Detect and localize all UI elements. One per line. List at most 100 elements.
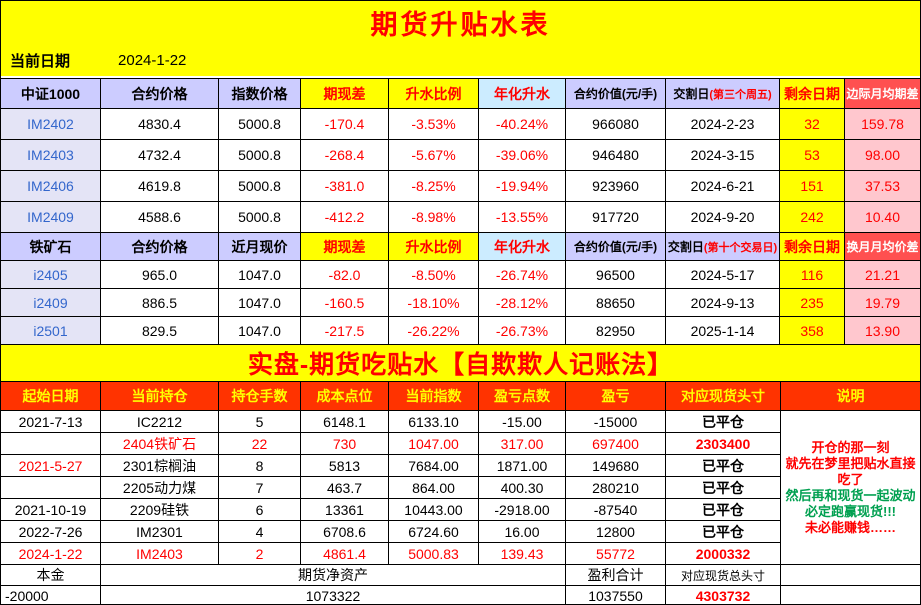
cell: 149680 <box>566 455 666 477</box>
column-header: 起始日期 <box>1 382 101 411</box>
status-cell: 2000332 <box>666 543 781 565</box>
cell: 2 <box>219 543 301 565</box>
cell: 946480 <box>566 140 666 171</box>
cell: 280210 <box>566 477 666 499</box>
cell: 6724.60 <box>389 521 479 543</box>
cell: -87540 <box>566 499 666 521</box>
cell: 886.5 <box>101 289 219 317</box>
cell: -26.74% <box>479 261 566 289</box>
cell: 13361 <box>301 499 389 521</box>
column-header-label: 交割日 <box>667 240 704 254</box>
column-header-note: (第三个周五) <box>709 88 772 101</box>
note-cell: 开仓的那一刻 就先在梦里把贴水直接 吃了 然后再和现货一起波动 必定跑赢现货!!… <box>781 411 921 565</box>
cell: 864.00 <box>389 477 479 499</box>
cell: 6148.1 <box>301 411 389 433</box>
cell: 21.21 <box>845 261 921 289</box>
cell: 159.78 <box>845 109 921 140</box>
net-assets-value: 1073322 <box>101 586 566 605</box>
cell: 358 <box>780 317 845 345</box>
cell: 2024-6-21 <box>666 171 780 202</box>
cell: 12800 <box>566 521 666 543</box>
cell: 965.0 <box>101 261 219 289</box>
cell: -8.98% <box>389 202 479 233</box>
cell: 32 <box>780 109 845 140</box>
cell: 4732.4 <box>101 140 219 171</box>
spot-total-value: 4303732 <box>666 586 781 605</box>
cell: -26.22% <box>389 317 479 345</box>
cell: -26.73% <box>479 317 566 345</box>
column-header: 说明 <box>781 382 921 411</box>
cell: -170.4 <box>301 109 389 140</box>
cell: 8 <box>219 455 301 477</box>
cell: 6708.6 <box>301 521 389 543</box>
contract-cell: IM2409 <box>1 202 101 233</box>
column-header: 盈亏 <box>566 382 666 411</box>
cell: 37.53 <box>845 171 921 202</box>
cell: -82.0 <box>301 261 389 289</box>
cell: 4861.4 <box>301 543 389 565</box>
cell: 2024-1-22 <box>1 543 101 565</box>
cell: IC2212 <box>101 411 219 433</box>
column-header: 当前指数 <box>389 382 479 411</box>
cell: 2024-5-17 <box>666 261 780 289</box>
column-header: 年化升水 <box>479 233 566 261</box>
cell: 6 <box>219 499 301 521</box>
column-header: 指数价格 <box>219 79 301 109</box>
date-value: 2024-1-22 <box>118 52 187 69</box>
cell: 98.00 <box>845 140 921 171</box>
note-line: 吃了 <box>837 471 864 487</box>
column-header: 合约价值(元/手) <box>566 233 666 261</box>
contract-cell: i2501 <box>1 317 101 345</box>
cell: -19.94% <box>479 171 566 202</box>
premium-table: 中证1000 合约价格 指数价格 期现差 升水比例 年化升水 合约价值(元/手)… <box>0 78 921 345</box>
cell: 5813 <box>301 455 389 477</box>
cell: 82950 <box>566 317 666 345</box>
cell <box>1 433 101 455</box>
cell: 2209硅铁 <box>101 499 219 521</box>
status-cell: 2303400 <box>666 433 781 455</box>
cell: -5.67% <box>389 140 479 171</box>
note-line: 开仓的那一刻 <box>811 439 890 455</box>
cell: -13.55% <box>479 202 566 233</box>
cell: -8.50% <box>389 261 479 289</box>
note-line: 必定跑赢现货!!! <box>805 503 896 519</box>
cell: 1871.00 <box>479 455 566 477</box>
cell: 151 <box>780 171 845 202</box>
column-header: 对应现货头寸 <box>666 382 781 411</box>
cell: 2205动力煤 <box>101 477 219 499</box>
cell: 4830.4 <box>101 109 219 140</box>
column-header: 剩余日期 <box>780 233 845 261</box>
cell: 917720 <box>566 202 666 233</box>
cell <box>1 477 101 499</box>
column-header: 合约价值(元/手) <box>566 79 666 109</box>
contract-cell: IM2402 <box>1 109 101 140</box>
net-assets-label: 期货净资产 <box>101 565 566 586</box>
capital-label: 本金 <box>1 565 101 586</box>
cell: 88650 <box>566 289 666 317</box>
column-header: 期现差 <box>301 233 389 261</box>
spot-total-label: 对应现货总头寸 <box>666 565 781 586</box>
cell: 5 <box>219 411 301 433</box>
profit-total-value: 1037550 <box>566 586 666 605</box>
cell: 317.00 <box>479 433 566 455</box>
capital-value: -20000 <box>1 586 101 605</box>
cell: 5000.8 <box>219 109 301 140</box>
cell: 2024-9-20 <box>666 202 780 233</box>
empty-cell <box>781 586 921 605</box>
cell: 5000.83 <box>389 543 479 565</box>
cell: 139.43 <box>479 543 566 565</box>
status-cell: 已平仓 <box>666 499 781 521</box>
date-label: 当前日期 <box>10 53 71 70</box>
cell: 10443.00 <box>389 499 479 521</box>
column-header: 交割日 (第三个周五) <box>666 79 780 109</box>
column-header: 升水比例 <box>389 233 479 261</box>
cell: -39.06% <box>479 140 566 171</box>
cell: 242 <box>780 202 845 233</box>
divider <box>0 76 921 78</box>
date-row: 当前日期 2024-1-22 <box>0 45 921 76</box>
cell: -217.5 <box>301 317 389 345</box>
cell: IM2403 <box>101 543 219 565</box>
cell: 13.90 <box>845 317 921 345</box>
cell: 2021-5-27 <box>1 455 101 477</box>
column-header-label: 交割日 <box>673 87 710 101</box>
